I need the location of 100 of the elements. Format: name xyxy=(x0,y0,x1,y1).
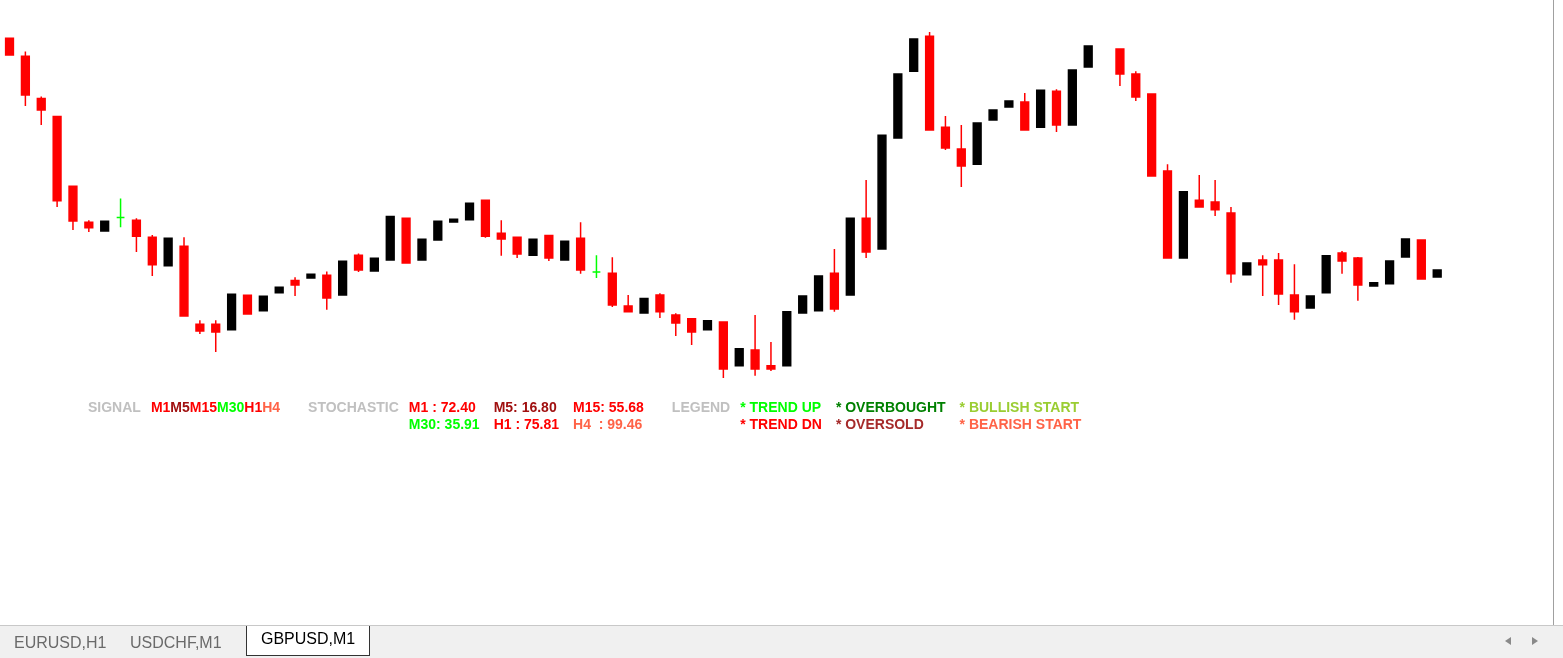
text: M30 xyxy=(217,399,245,415)
text: M15 xyxy=(189,399,218,415)
candlestick xyxy=(258,295,268,312)
candlestick xyxy=(131,217,142,253)
candlestick xyxy=(274,286,284,294)
text: M1 : 72.40 xyxy=(408,399,477,415)
text: * TREND UP xyxy=(740,399,822,415)
candlestick xyxy=(1242,262,1252,276)
candlestick xyxy=(782,311,792,367)
candlestick xyxy=(1035,89,1046,128)
candlestick xyxy=(353,252,364,273)
candlestick xyxy=(1321,255,1331,294)
text: M5: 16.80 xyxy=(493,399,558,415)
candlestick xyxy=(211,319,221,353)
candlestick xyxy=(464,202,475,221)
candlestick xyxy=(1210,179,1220,217)
candlestick xyxy=(480,199,491,239)
candlestick xyxy=(1004,100,1014,108)
candlestick xyxy=(1067,69,1077,126)
candlestick xyxy=(1337,250,1347,275)
candlestick xyxy=(1305,295,1315,309)
candlestick xyxy=(1369,282,1379,287)
candlestick xyxy=(1258,254,1268,297)
candlestick xyxy=(179,236,189,317)
candlestick xyxy=(560,240,570,261)
candlestick xyxy=(401,217,411,264)
candlestick xyxy=(639,297,649,314)
candlestick xyxy=(1194,174,1204,208)
candlestick xyxy=(1115,48,1125,87)
candlestick xyxy=(591,254,602,279)
candlestick xyxy=(623,294,633,313)
candlestick xyxy=(718,321,728,379)
candlestick xyxy=(734,348,744,367)
text: * TREND DN xyxy=(740,416,822,432)
text: * BULLISH START xyxy=(959,399,1081,415)
candlestick xyxy=(1131,70,1141,102)
text: M30: 35.91 xyxy=(408,416,480,432)
candlestick xyxy=(242,294,253,315)
candlestick xyxy=(575,221,586,275)
candlestick xyxy=(338,260,348,296)
candlestick xyxy=(1353,256,1363,302)
candlestick xyxy=(1416,239,1426,280)
candlestick xyxy=(687,318,697,346)
text: H1 xyxy=(244,399,263,415)
candlestick xyxy=(369,257,380,272)
candlestick xyxy=(1384,260,1395,285)
candlestick xyxy=(813,275,824,312)
candlestick xyxy=(845,217,855,296)
candlestick xyxy=(52,115,62,208)
candlestick xyxy=(1162,163,1173,259)
candlestick xyxy=(36,95,46,126)
candlestick xyxy=(829,248,840,313)
candlestick xyxy=(4,37,15,56)
candlestick xyxy=(306,273,316,279)
candlestick xyxy=(671,312,681,337)
text: * OVERBOUGHT xyxy=(835,399,946,415)
candlestick xyxy=(449,218,459,223)
candlestick xyxy=(1051,88,1062,133)
text: LEGEND xyxy=(671,399,731,415)
candlestick xyxy=(385,215,395,261)
candlestick xyxy=(766,341,776,372)
candlestick xyxy=(702,320,713,331)
text: STOCHASTIC xyxy=(308,399,399,415)
candlestick xyxy=(290,276,300,297)
text: EURUSD,H1 xyxy=(13,633,108,653)
text: * OVERSOLD xyxy=(835,416,925,432)
candlestick xyxy=(322,270,332,311)
candlestick xyxy=(163,237,173,267)
candlestick xyxy=(115,197,126,228)
candlestick xyxy=(1400,238,1411,258)
candlestick xyxy=(84,219,94,233)
candlestick xyxy=(972,122,982,165)
candlestick xyxy=(544,234,554,262)
text: H1 : 75.81 xyxy=(493,416,560,432)
candlestick xyxy=(924,31,935,131)
candlestick xyxy=(1226,206,1236,284)
candlestick xyxy=(20,50,31,107)
candlestick xyxy=(1147,93,1157,177)
text: USDCHF,M1 xyxy=(129,633,223,653)
text: * BEARISH START xyxy=(959,416,1082,432)
candlestick xyxy=(1178,191,1189,259)
candlestick xyxy=(68,185,78,231)
candlestick xyxy=(226,293,237,331)
candlestick xyxy=(433,220,443,241)
text: SIGNAL xyxy=(88,399,141,415)
candlestick xyxy=(750,314,760,377)
text: M15: 55.68 xyxy=(573,399,644,415)
candlestick xyxy=(496,219,506,257)
text: H4 : 99.46 xyxy=(573,416,644,432)
candlestick xyxy=(417,238,427,261)
candlestick xyxy=(1432,269,1442,278)
candlestick xyxy=(798,295,808,314)
candlestick xyxy=(861,179,871,259)
candlestick xyxy=(893,73,903,139)
text: M1 xyxy=(150,399,171,415)
text: M5 xyxy=(170,399,190,415)
candlestick xyxy=(655,292,665,319)
candlestick xyxy=(1083,45,1093,68)
candlestick xyxy=(195,319,205,335)
candlestick xyxy=(940,115,951,151)
